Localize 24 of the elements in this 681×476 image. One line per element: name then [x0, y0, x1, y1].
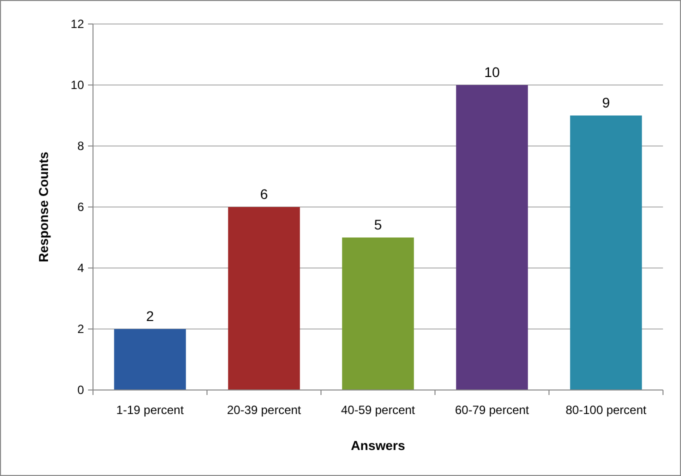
y-axis-title: Response Counts	[36, 152, 51, 262]
y-tick-label: 8	[77, 139, 84, 154]
bar	[456, 85, 528, 390]
x-tick-label: 1-19 percent	[116, 403, 184, 417]
x-tick-label: 40-59 percent	[340, 403, 416, 417]
data-label: 10	[484, 64, 500, 80]
x-tick-label: 20-39 percent	[226, 403, 302, 417]
bar	[114, 329, 186, 390]
x-tick-label: 80-100 percent	[566, 403, 648, 417]
data-label: 2	[146, 308, 154, 324]
y-tick-label: 2	[77, 322, 84, 336]
y-tick-label: 0	[77, 383, 84, 398]
bar	[570, 116, 642, 390]
x-axis-title: Answers	[350, 438, 406, 453]
y-tick-label: 6	[77, 200, 84, 214]
y-tick-label: 10	[70, 78, 84, 92]
y-tick-label: 4	[77, 261, 84, 276]
data-label: 5	[374, 216, 382, 232]
y-tick-label: 12	[70, 17, 84, 32]
x-tick-label: 60-79 percent	[454, 403, 530, 417]
data-label: 6	[260, 186, 268, 202]
bar	[228, 207, 300, 390]
bar	[342, 238, 414, 390]
data-label: 9	[602, 94, 610, 110]
